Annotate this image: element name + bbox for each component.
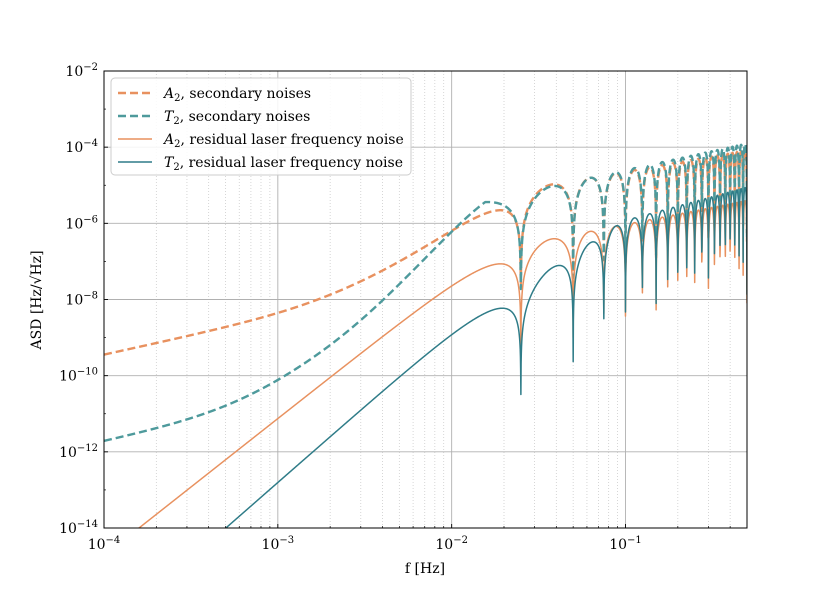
x-tick-label: 10−1 — [609, 535, 642, 553]
y-tick-label: 10−8 — [65, 291, 98, 309]
series-line-4 — [224, 186, 747, 528]
legend-box — [110, 77, 412, 176]
legend: A2, secondary noises T2, secondary noises… — [110, 77, 412, 176]
legend-entry: T2, residual laser frequency noise — [164, 155, 403, 173]
ticks: 10−4 10−3 10−2 10−1 10−14 10−12 10−10 10−8 10−6 1… — [59, 62, 748, 553]
x-tick-label: 10−2 — [435, 535, 468, 553]
legend-entry: A2, secondary noises — [162, 86, 311, 104]
legend-entry: T2, secondary noises — [164, 109, 310, 127]
y-tick-label: 10−4 — [65, 138, 98, 156]
y-tick-label: 10−12 — [59, 443, 98, 461]
y-axis-label: ASD [Hz/√Hz] — [29, 250, 45, 350]
series-line-2 — [104, 142, 747, 443]
plot-area: 10−4 10−3 10−2 10−1 10−14 10−12 10−10 10−8 10−6 1… — [59, 62, 748, 553]
y-tick-label: 10−10 — [59, 367, 98, 385]
x-tick-label: 10−4 — [88, 535, 121, 553]
x-axis-label: f [Hz] — [405, 561, 445, 577]
y-tick-label: 10−2 — [65, 62, 98, 80]
series-line-1 — [104, 149, 747, 356]
y-tick-label: 10−14 — [59, 519, 98, 537]
series-group — [104, 142, 747, 528]
legend-entry: A2, residual laser frequency noise — [162, 132, 404, 150]
axis-labels: f [Hz] ASD [Hz/√Hz] — [29, 250, 445, 577]
y-tick-label: 10−6 — [65, 214, 98, 232]
x-tick-label: 10−3 — [262, 535, 295, 553]
